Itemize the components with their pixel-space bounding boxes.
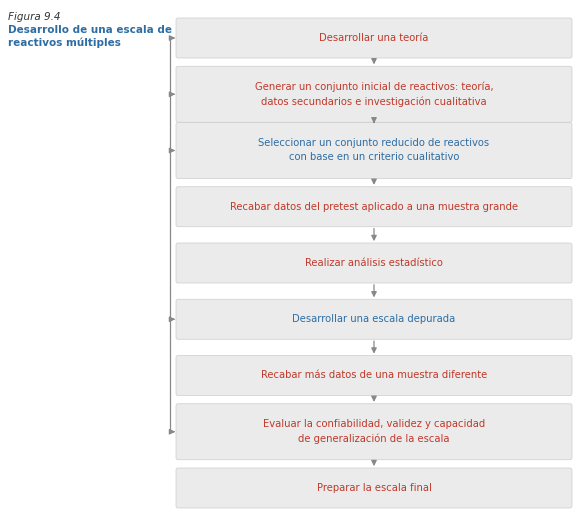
FancyBboxPatch shape: [176, 355, 572, 396]
Text: Generar un conjunto inicial de reactivos: teoría,
datos secundarios e investigac: Generar un conjunto inicial de reactivos…: [255, 82, 493, 107]
FancyBboxPatch shape: [176, 18, 572, 58]
Text: Preparar la escala final: Preparar la escala final: [316, 483, 431, 493]
FancyBboxPatch shape: [176, 468, 572, 508]
Text: Desarrollo de una escala de: Desarrollo de una escala de: [8, 25, 172, 35]
Text: Desarrollar una teoría: Desarrollar una teoría: [319, 33, 429, 43]
FancyBboxPatch shape: [176, 299, 572, 339]
Text: reactivos múltiples: reactivos múltiples: [8, 38, 121, 49]
Text: Figura 9.4: Figura 9.4: [8, 12, 60, 22]
FancyBboxPatch shape: [176, 122, 572, 179]
Text: Desarrollar una escala depurada: Desarrollar una escala depurada: [292, 314, 456, 324]
FancyBboxPatch shape: [176, 404, 572, 460]
FancyBboxPatch shape: [176, 66, 572, 122]
Text: Seleccionar un conjunto reducido de reactivos
con base en un criterio cualitativ: Seleccionar un conjunto reducido de reac…: [258, 138, 489, 163]
FancyBboxPatch shape: [176, 187, 572, 227]
Text: Recabar más datos de una muestra diferente: Recabar más datos de una muestra diferen…: [261, 370, 487, 381]
Text: Recabar datos del pretest aplicado a una muestra grande: Recabar datos del pretest aplicado a una…: [230, 202, 518, 212]
FancyBboxPatch shape: [176, 243, 572, 283]
Text: Evaluar la confiabilidad, validez y capacidad
de generalización de la escala: Evaluar la confiabilidad, validez y capa…: [263, 420, 485, 444]
Text: Realizar análisis estadístico: Realizar análisis estadístico: [305, 258, 443, 268]
